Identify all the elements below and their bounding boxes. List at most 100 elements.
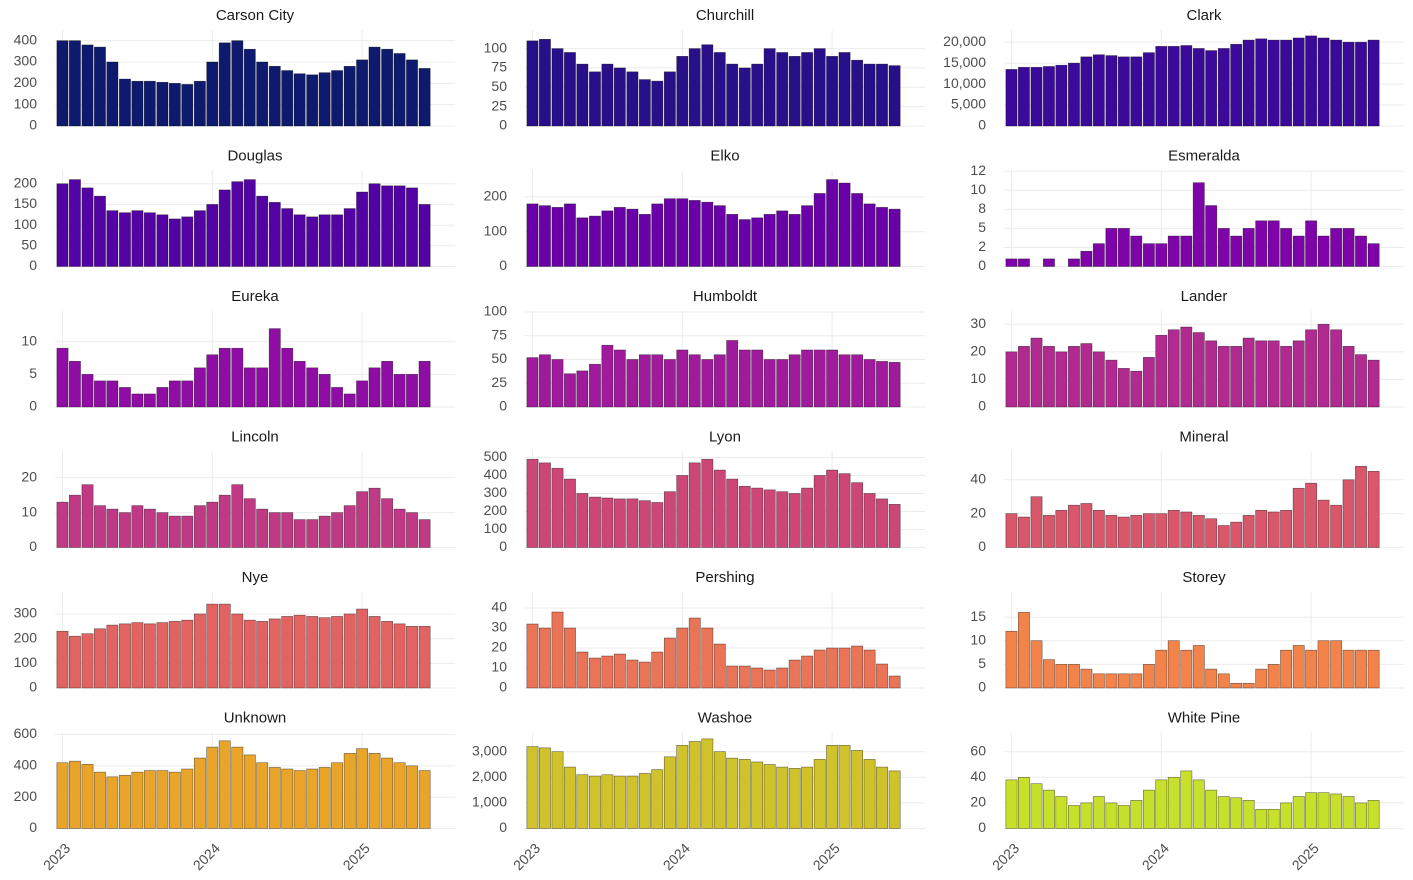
bar (776, 766, 789, 829)
bar (626, 775, 639, 829)
y-tick-label: 600 (14, 725, 38, 741)
bar (1030, 337, 1043, 408)
bar (751, 667, 764, 689)
bar (281, 208, 294, 267)
bar (1367, 649, 1380, 689)
bar (381, 621, 394, 689)
bar (1130, 673, 1143, 689)
bar (1305, 329, 1318, 408)
y-tick-label: 3,000 (472, 742, 507, 758)
bar (1055, 664, 1068, 689)
bar (1105, 228, 1118, 267)
bar (331, 512, 344, 548)
bar (1155, 334, 1168, 408)
bar (306, 216, 319, 267)
bar (368, 46, 381, 127)
bar (1242, 39, 1255, 127)
panel-title: White Pine (1168, 709, 1241, 726)
bar (393, 762, 406, 829)
panel-title: Churchill (696, 7, 754, 24)
bar (81, 44, 94, 127)
bar (776, 491, 789, 548)
bar (701, 44, 714, 127)
bar (1330, 640, 1343, 689)
bar (1030, 496, 1043, 548)
bar (156, 622, 169, 689)
bar (751, 217, 764, 267)
bar (1180, 45, 1193, 127)
bar (131, 210, 144, 267)
bar (851, 193, 864, 267)
bar (701, 627, 714, 689)
bar (589, 496, 601, 548)
bar (406, 374, 418, 408)
bar (293, 614, 306, 689)
bar (1280, 649, 1293, 689)
bar (838, 744, 851, 829)
bar (564, 766, 576, 829)
bar (1267, 511, 1280, 548)
x-tick-label: 2024 (1139, 840, 1172, 873)
bar (626, 71, 639, 127)
bar (1205, 518, 1218, 548)
bar (1130, 56, 1143, 127)
bar (1105, 55, 1118, 127)
bar (218, 494, 231, 548)
bar (663, 359, 676, 408)
bar (1005, 779, 1018, 829)
bar (1130, 370, 1143, 408)
bar (688, 741, 701, 829)
bar (576, 651, 589, 689)
bar (876, 663, 888, 689)
panel-title: Clark (1186, 7, 1222, 24)
bar (1330, 793, 1343, 829)
bar (94, 771, 106, 829)
y-tick-label: 150 (14, 195, 38, 211)
bar (1080, 250, 1093, 267)
bar (1055, 509, 1068, 548)
bar (218, 42, 231, 127)
bar (1167, 46, 1180, 127)
bar (343, 208, 356, 267)
y-tick-label: 5 (978, 219, 986, 235)
bar (838, 354, 851, 408)
bar (663, 637, 676, 689)
y-tick-label: 0 (978, 538, 986, 554)
bar (576, 370, 589, 408)
bar (1142, 664, 1155, 689)
bar (268, 65, 281, 127)
bar (406, 765, 418, 829)
bar (356, 191, 369, 267)
bar (788, 56, 801, 127)
bar (1367, 39, 1380, 127)
bar (256, 367, 269, 408)
bar (418, 519, 431, 548)
y-tick-label: 20 (21, 468, 37, 484)
y-tick-label: 0 (29, 679, 37, 695)
bar (168, 380, 181, 408)
bar (763, 669, 776, 689)
y-tick-label: 200 (484, 502, 508, 518)
bar (551, 207, 564, 267)
y-tick-label: 15 (970, 608, 986, 624)
y-tick-label: 50 (491, 350, 507, 366)
bar (1342, 346, 1355, 408)
bar (1330, 504, 1343, 548)
bar (393, 508, 406, 548)
bar (1018, 258, 1030, 267)
bar (1068, 664, 1080, 689)
bar (576, 217, 589, 267)
bar (851, 482, 864, 548)
bar (1230, 797, 1243, 829)
bar (393, 53, 406, 127)
bar (826, 469, 839, 548)
bar (1355, 802, 1367, 829)
bar (143, 80, 156, 127)
bar (1068, 62, 1080, 127)
y-tick-label: 10 (491, 659, 507, 675)
bar (168, 515, 181, 548)
y-tick-label: 10 (21, 503, 37, 519)
bar (539, 462, 551, 548)
bar (863, 759, 876, 829)
bar (526, 746, 539, 829)
